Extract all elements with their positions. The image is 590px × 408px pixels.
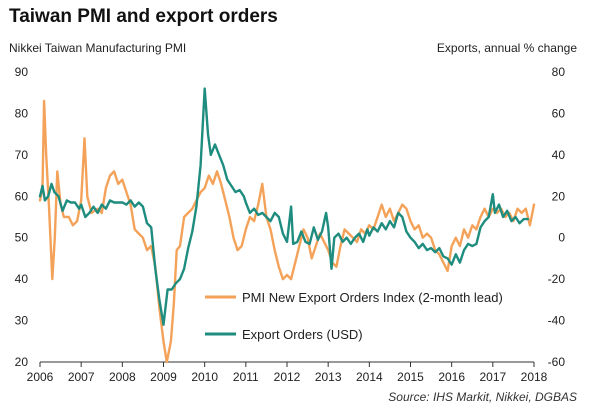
left-tick-label: 80 <box>15 106 29 120</box>
x-tick-label: 2010 <box>191 370 218 384</box>
left-axis-caption: Nikkei Taiwan Manufacturing PMI <box>9 41 186 55</box>
x-tick-label: 2006 <box>27 370 54 384</box>
left-tick-label: 50 <box>15 231 29 245</box>
right-tick-label: 60 <box>552 106 566 120</box>
x-tick-label: 2007 <box>68 370 95 384</box>
right-tick-label: 80 <box>552 65 566 79</box>
right-tick-label: -40 <box>548 314 566 328</box>
right-tick-label: 20 <box>552 189 566 203</box>
left-tick-label: 70 <box>15 148 29 162</box>
x-tick-label: 2015 <box>397 370 424 384</box>
legend-label-pmi: PMI New Export Orders Index (2-month lea… <box>242 290 503 305</box>
x-tick-label: 2016 <box>438 370 465 384</box>
left-tick-label: 90 <box>15 65 29 79</box>
x-tick-label: 2012 <box>274 370 301 384</box>
right-tick-label: -60 <box>548 355 566 369</box>
x-tick-label: 2008 <box>109 370 136 384</box>
left-tick-label: 40 <box>15 272 29 286</box>
legend-label-exports: Export Orders (USD) <box>242 327 363 342</box>
x-tick-label: 2009 <box>150 370 177 384</box>
right-tick-label: -20 <box>548 272 566 286</box>
x-tick-label: 2018 <box>521 370 548 384</box>
x-tick-label: 2011 <box>233 370 259 384</box>
left-tick-label: 20 <box>15 355 29 369</box>
legend: PMI New Export Orders Index (2-month lea… <box>205 290 503 342</box>
right-axis-ticks: 80 60 40 20 0 -20 -40 -60 <box>548 65 566 369</box>
x-tick-label: 2013 <box>315 370 342 384</box>
series-line-export-orders-usd <box>38 87 529 326</box>
left-tick-label: 60 <box>15 189 29 203</box>
x-axis-ticks: 2006 2007 2008 2009 2010 2011 2012 2013 2014 2015… <box>27 362 548 384</box>
left-tick-label: 30 <box>15 314 29 328</box>
right-axis-caption: Exports, annual % change <box>437 41 577 55</box>
chart-title: Taiwan PMI and export orders <box>9 6 278 27</box>
right-tick-label: 0 <box>558 231 565 245</box>
left-axis-ticks: 90 80 70 60 50 40 30 20 <box>15 65 29 369</box>
source-note: Source: IHS Markit, Nikkei, DGBAS <box>388 390 577 404</box>
x-tick-label: 2017 <box>479 370 506 384</box>
series-lines <box>38 87 536 364</box>
right-tick-label: 40 <box>552 148 566 162</box>
x-tick-label: 2014 <box>356 370 383 384</box>
